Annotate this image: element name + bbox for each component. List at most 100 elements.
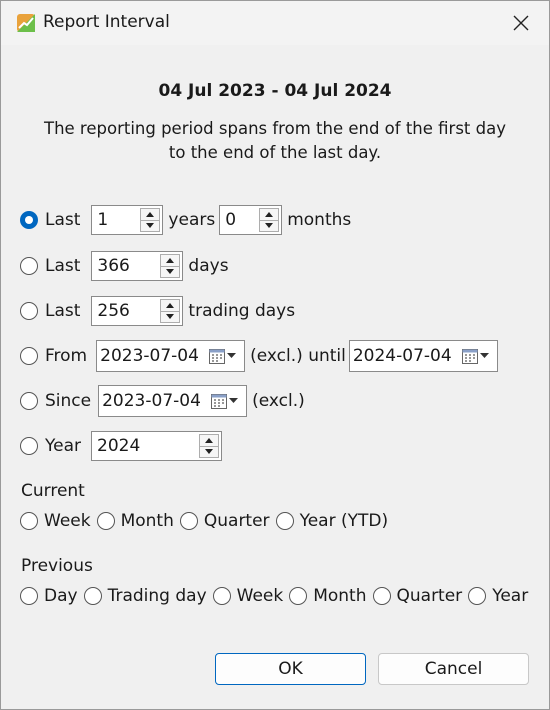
calendar-icon — [211, 394, 228, 409]
spin-down-icon — [166, 314, 175, 320]
radio-previous-day[interactable] — [20, 587, 38, 605]
current-month-label: Month — [120, 511, 174, 531]
spin-down-icon — [265, 223, 274, 229]
radio-since[interactable] — [20, 392, 38, 410]
current-month-option[interactable]: Month — [96, 511, 174, 531]
ok-button[interactable]: OK — [215, 653, 366, 685]
days-label: days — [188, 256, 229, 276]
previous-trading-day-option[interactable]: Trading day — [83, 586, 207, 606]
previous-quarter-label: Quarter — [396, 586, 463, 606]
year-increment-button[interactable] — [199, 434, 219, 447]
months-spinner[interactable] — [219, 205, 283, 235]
previous-year-label: Year — [492, 586, 529, 606]
dropdown-arrow-icon — [229, 398, 239, 403]
radio-previous-trading-day[interactable] — [83, 587, 102, 605]
trading-days-spinner[interactable] — [91, 296, 184, 326]
trading-days-increment-button[interactable] — [160, 299, 181, 312]
radio-current-month[interactable] — [96, 512, 115, 530]
option-since-row: Since (excl.) — [20, 385, 305, 417]
since-calendar-button[interactable] — [211, 393, 239, 409]
previous-day-label: Day — [44, 586, 78, 606]
trading-days-label: trading days — [188, 301, 296, 321]
previous-trading-day-label: Trading day — [107, 586, 207, 606]
radio-previous-month[interactable] — [289, 587, 308, 605]
current-week-option[interactable]: Week — [20, 511, 91, 531]
spin-up-icon — [265, 211, 274, 217]
current-quarter-label: Quarter — [203, 511, 270, 531]
previous-year-option[interactable]: Year — [468, 586, 528, 606]
since-prefix: Since — [45, 391, 92, 411]
until-date-picker[interactable] — [348, 340, 498, 372]
from-start-date-picker[interactable] — [96, 340, 246, 372]
radio-previous-quarter[interactable] — [372, 587, 391, 605]
trading-days-decrement-button[interactable] — [160, 311, 181, 323]
radio-current-quarter[interactable] — [179, 512, 198, 530]
spin-up-icon — [205, 437, 213, 443]
app-chart-icon — [16, 13, 36, 33]
radio-last-years[interactable] — [20, 211, 38, 229]
dropdown-arrow-icon — [479, 353, 489, 358]
from-start-calendar-button[interactable] — [209, 348, 237, 364]
previous-day-option[interactable]: Day — [20, 586, 78, 606]
close-icon — [513, 15, 529, 31]
description-line-1: The reporting period spans from the end … — [44, 119, 506, 138]
radio-previous-year[interactable] — [468, 587, 487, 605]
radio-from[interactable] — [20, 347, 38, 365]
spin-up-icon — [166, 257, 175, 263]
previous-quarter-option[interactable]: Quarter — [372, 586, 463, 606]
radio-last-trading-days[interactable] — [20, 302, 38, 320]
radio-previous-week[interactable] — [212, 587, 231, 605]
calendar-icon — [461, 349, 478, 364]
current-section-label: Current — [21, 481, 85, 501]
year-decrement-button[interactable] — [199, 446, 219, 458]
spin-up-icon — [166, 302, 175, 308]
from-start-date-input[interactable] — [97, 342, 219, 370]
year-spinner[interactable] — [91, 431, 222, 461]
months-label: months — [287, 210, 352, 230]
days-spinner[interactable] — [91, 251, 184, 281]
until-calendar-button[interactable] — [461, 348, 489, 364]
cancel-button[interactable]: Cancel — [378, 653, 529, 685]
spin-down-icon — [205, 449, 213, 455]
from-until-label: (excl.) until — [250, 346, 346, 366]
last-years-prefix: Last — [45, 210, 81, 230]
current-quarter-option[interactable]: Quarter — [179, 511, 270, 531]
months-increment-button[interactable] — [259, 208, 280, 221]
current-ytd-option[interactable]: Year (YTD) — [275, 511, 389, 531]
radio-year[interactable] — [20, 437, 38, 455]
option-last-trading-days-row: Last trading days — [20, 295, 295, 327]
years-label: years — [168, 210, 216, 230]
current-ytd-label: Year (YTD) — [299, 511, 389, 531]
previous-month-label: Month — [313, 586, 367, 606]
window-title: Report Interval — [43, 12, 170, 32]
radio-last-days[interactable] — [20, 257, 38, 275]
year-prefix: Year — [45, 436, 81, 456]
previous-month-option[interactable]: Month — [289, 586, 367, 606]
years-decrement-button[interactable] — [140, 220, 161, 232]
since-date-input[interactable] — [99, 387, 221, 415]
previous-options-row: Day Trading day Week Month Quarter Year — [20, 583, 534, 609]
spin-up-icon — [146, 211, 155, 217]
previous-week-option[interactable]: Week — [212, 586, 283, 606]
last-days-prefix: Last — [45, 256, 81, 276]
last-trading-days-prefix: Last — [45, 301, 81, 321]
until-date-input[interactable] — [349, 342, 471, 370]
dialog-content: 04 Jul 2023 - 04 Jul 2024 The reporting … — [1, 45, 549, 709]
calendar-icon — [209, 349, 226, 364]
radio-current-ytd[interactable] — [275, 512, 294, 530]
days-increment-button[interactable] — [160, 254, 181, 267]
radio-current-week[interactable] — [20, 512, 38, 530]
days-decrement-button[interactable] — [160, 266, 181, 278]
option-from-row: From (excl.) until — [20, 340, 498, 372]
spin-down-icon — [146, 223, 155, 229]
months-decrement-button[interactable] — [259, 220, 280, 232]
since-date-picker[interactable] — [98, 385, 248, 417]
current-options-row: Week Month Quarter Year (YTD) — [20, 508, 394, 534]
years-spinner[interactable] — [91, 205, 164, 235]
close-button[interactable] — [503, 7, 539, 39]
title-bar: Report Interval — [1, 1, 549, 45]
date-range-heading: 04 Jul 2023 - 04 Jul 2024 — [158, 81, 392, 101]
since-suffix: (excl.) — [252, 391, 305, 411]
years-increment-button[interactable] — [140, 208, 161, 221]
